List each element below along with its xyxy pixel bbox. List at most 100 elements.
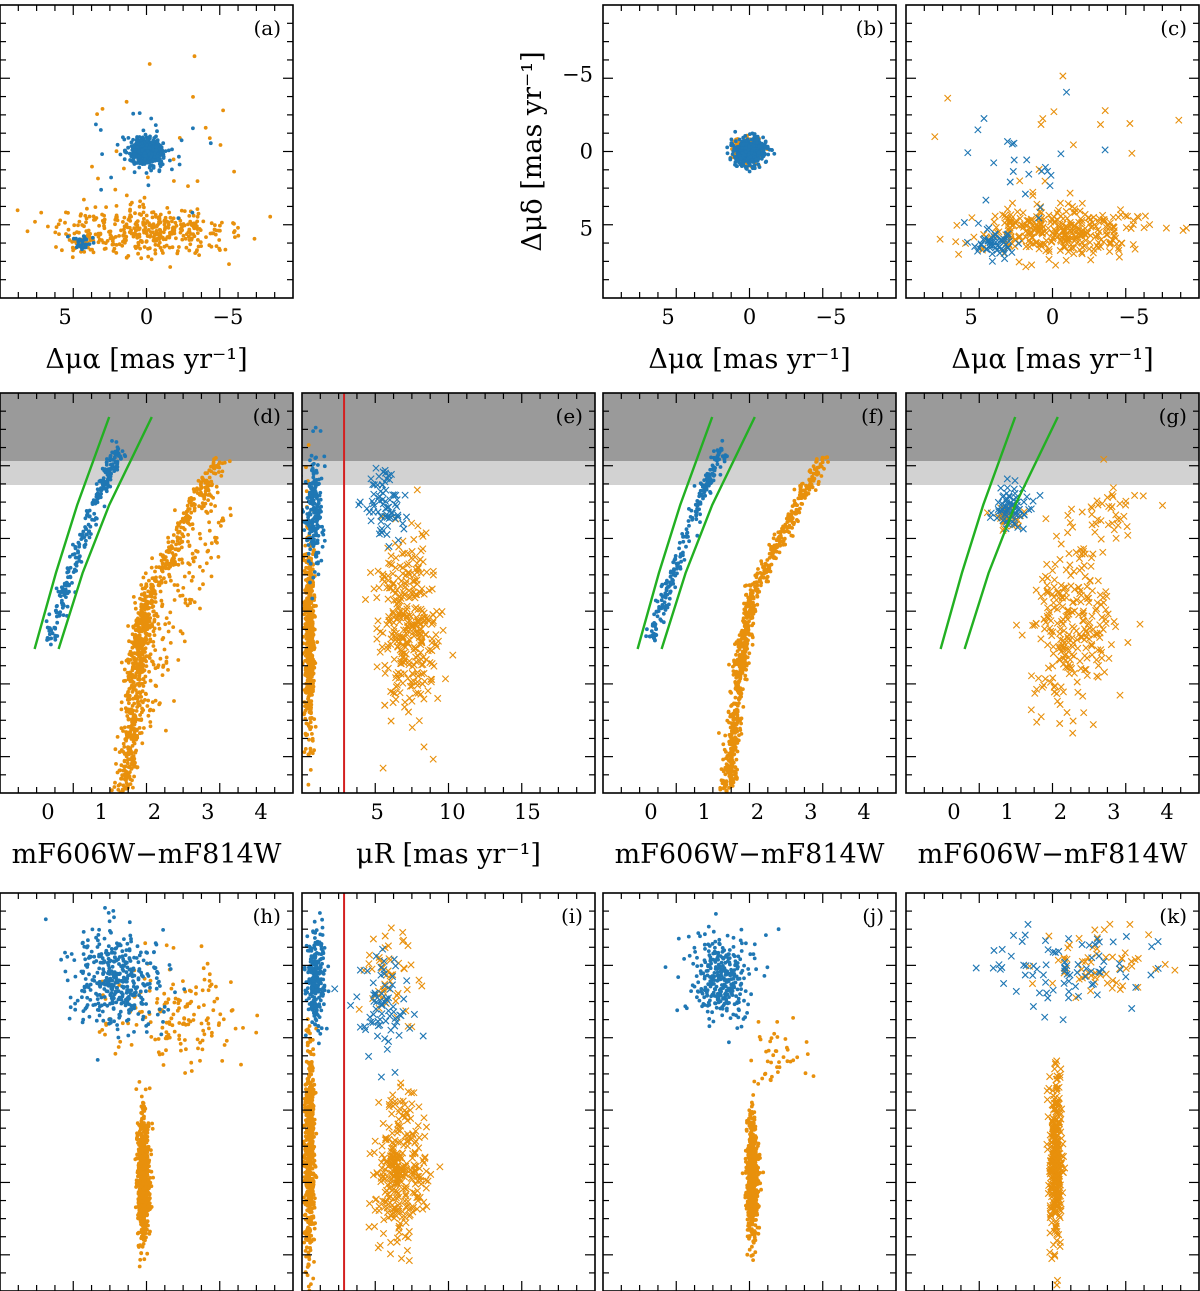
data-point: [91, 235, 95, 240]
data-point: [84, 229, 89, 234]
data-point: [1115, 246, 1123, 254]
data-point: [196, 478, 201, 483]
data-point: [1057, 237, 1065, 245]
data-point: [60, 602, 65, 607]
data-point: [971, 242, 979, 251]
panel-a: 5 0 −5(a)Δμα [mas yr⁻¹]: [0, 4, 294, 375]
data-point: [150, 210, 154, 215]
data-point: [1015, 234, 1023, 242]
data-point: [173, 547, 178, 552]
data-point: [768, 569, 773, 574]
data-point: [314, 470, 319, 475]
data-point: [66, 569, 71, 574]
data-point: [146, 600, 151, 605]
data-point: [191, 213, 196, 218]
data-point: [743, 146, 748, 150]
data-point: [413, 576, 421, 584]
data-point: [122, 453, 127, 457]
data-point: [438, 608, 446, 616]
data-point: [772, 532, 777, 537]
data-point: [1106, 219, 1114, 227]
panel-label: (d): [253, 404, 281, 428]
data-point: [209, 541, 214, 546]
data-point: [133, 695, 138, 699]
data-point: [1110, 223, 1118, 231]
data-point: [412, 645, 420, 653]
data-point: [172, 556, 177, 561]
data-point: [146, 698, 151, 703]
data-point: [133, 684, 137, 688]
data-point: [991, 212, 999, 220]
data-point: [1089, 249, 1097, 257]
data-point: [77, 542, 82, 547]
data-point: [751, 143, 756, 148]
data-point: [72, 223, 77, 228]
data-point: [153, 123, 158, 127]
data-point: [191, 95, 195, 99]
data-point: [409, 629, 417, 637]
data-point: [310, 632, 315, 636]
data-point: [54, 608, 58, 613]
data-point: [309, 600, 314, 605]
data-point: [744, 677, 749, 682]
data-point: [197, 531, 202, 536]
data-point: [755, 594, 760, 599]
data-point: [180, 516, 185, 521]
data-point: [419, 545, 427, 553]
data-point: [383, 584, 391, 592]
data-point: [313, 724, 318, 729]
data-point: [747, 144, 751, 149]
data-point: [310, 596, 315, 601]
data-point: [307, 677, 312, 682]
data-point: [123, 150, 127, 154]
data-point: [173, 220, 178, 225]
data-point: [161, 665, 166, 669]
data-point: [196, 238, 200, 242]
data-point: [765, 574, 770, 579]
data-point: [434, 694, 442, 702]
data-point: [47, 632, 52, 637]
data-point: [1045, 211, 1053, 219]
data-point: [311, 475, 316, 480]
data-point: [1024, 229, 1032, 237]
data-point: [211, 495, 216, 500]
data-point: [798, 506, 802, 511]
data-point: [182, 527, 187, 532]
data-point: [122, 166, 126, 171]
data-point: [1022, 243, 1030, 251]
data-point: [961, 239, 970, 247]
x-tick-label: −5: [815, 305, 846, 329]
data-point: [750, 642, 755, 647]
data-point: [113, 187, 118, 192]
data-point: [1141, 212, 1149, 220]
data-point: [305, 648, 310, 652]
data-point: [366, 568, 375, 577]
data-point: [121, 233, 125, 238]
data-point: [1056, 199, 1064, 207]
data-point: [721, 757, 725, 762]
data-point: [412, 653, 420, 661]
data-point: [1103, 224, 1111, 232]
data-point: [152, 633, 157, 637]
data-point: [406, 694, 414, 702]
data-point: [141, 221, 146, 226]
data-point: [1057, 150, 1065, 158]
data-point: [980, 114, 988, 123]
data-point: [399, 592, 407, 600]
data-point: [1025, 170, 1033, 178]
data-point: [132, 624, 136, 629]
data-point: [143, 146, 148, 150]
data-point: [304, 642, 309, 646]
data-point: [155, 129, 159, 134]
data-point: [70, 552, 75, 557]
data-point: [174, 236, 178, 241]
data-point: [311, 470, 316, 475]
data-point: [204, 561, 209, 566]
data-point: [114, 762, 118, 766]
data-point: [54, 225, 59, 230]
data-point: [396, 607, 404, 615]
data-point: [386, 496, 394, 504]
data-point: [1179, 226, 1187, 234]
y-tick-label: 5: [580, 217, 593, 241]
data-point: [313, 489, 318, 494]
